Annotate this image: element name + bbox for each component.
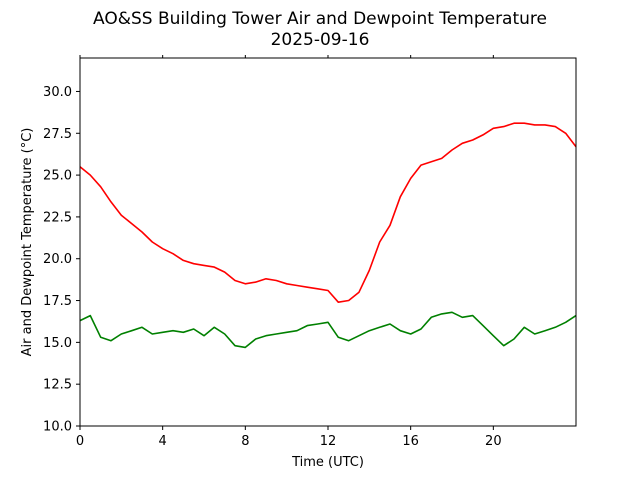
- y-tick-label: 20.0: [43, 252, 72, 267]
- tick-layer: 0 4 8 12 16 20 10.0 12.5 15.0 17.5 20.0 22.5 25.0 27.…: [43, 55, 502, 449]
- x-tick-label: 16: [402, 434, 419, 449]
- y-tick-label: 30.0: [43, 85, 72, 100]
- y-tick-label: 15.0: [43, 336, 72, 351]
- y-tick-label: 25.0: [43, 169, 72, 184]
- y-tick-label: 22.5: [43, 210, 72, 225]
- y-tick-label: 27.5: [43, 127, 72, 142]
- series-line-0: [79, 122, 577, 304]
- chart-subtitle: 2025-09-16: [271, 30, 370, 50]
- plot-frame: [79, 57, 577, 427]
- x-tick-label: 20: [485, 434, 502, 449]
- chart-title: AO&SS Building Tower Air and Dewpoint Te…: [93, 9, 547, 29]
- y-tick-label: 10.0: [43, 420, 72, 435]
- x-tick-label: 0: [76, 434, 84, 449]
- series-line-1: [79, 311, 577, 349]
- x-axis-title: Time (UTC): [291, 455, 364, 470]
- series-layer: [79, 122, 577, 349]
- y-tick-label: 17.5: [43, 294, 72, 309]
- y-axis-title: Air and Dewpoint Temperature (°C): [20, 128, 35, 357]
- y-tick-label: 12.5: [43, 378, 72, 393]
- x-tick-label: 12: [320, 434, 337, 449]
- x-tick-label: 4: [159, 434, 167, 449]
- x-tick-label: 8: [241, 434, 249, 449]
